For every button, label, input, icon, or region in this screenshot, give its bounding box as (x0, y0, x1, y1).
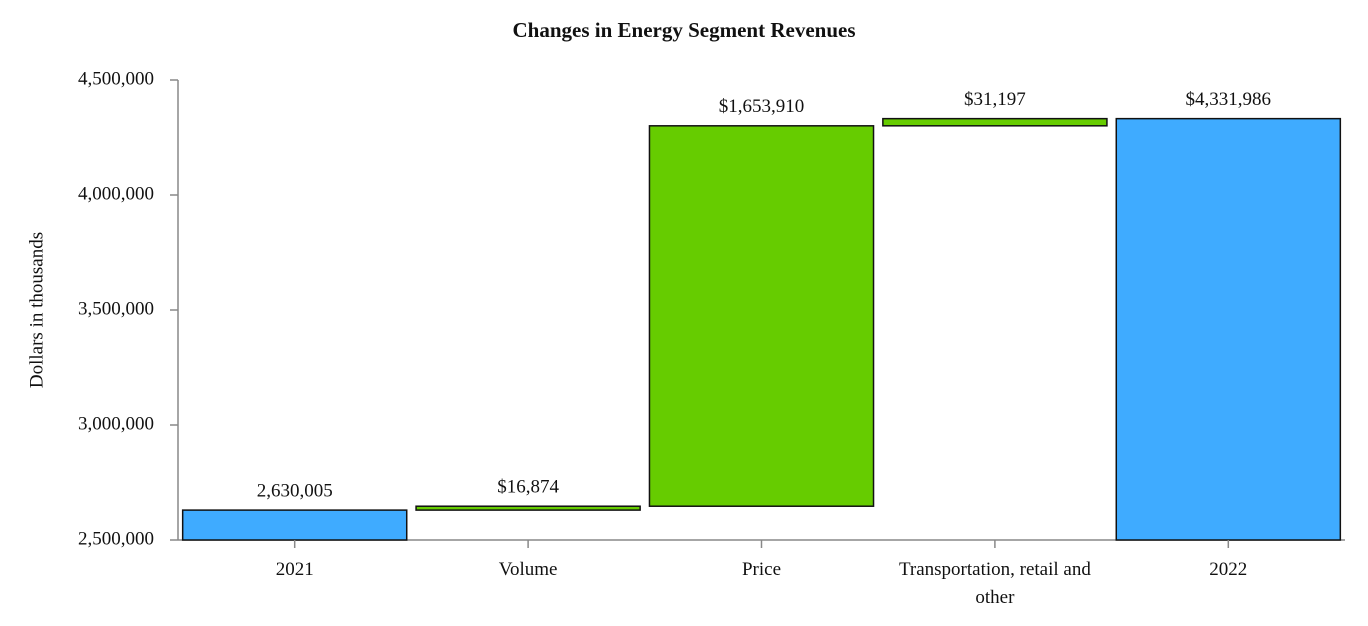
bar (181, 509, 408, 541)
x-tick-label: Volume (498, 559, 558, 580)
chart-title: Changes in Energy Segment Revenues (512, 18, 855, 42)
y-tick-label: 3,000,000 (78, 413, 154, 434)
y-tick-label: 2,500,000 (78, 528, 154, 549)
x-tick-label: Price (741, 559, 782, 580)
x-tick-label: 2022 (1209, 559, 1248, 580)
value-label: $16,874 (497, 477, 559, 498)
y-tick-label: 4,500,000 (78, 68, 154, 89)
value-label: $4,331,986 (1186, 89, 1272, 110)
x-tick-label: Transportation, retail and other (898, 559, 1091, 608)
bar (882, 117, 1108, 127)
y-tick-label: 3,500,000 (78, 298, 154, 319)
y-axis-title: Dollars in thousands (26, 232, 47, 388)
value-label: 2,630,005 (257, 480, 333, 501)
value-label: $1,653,910 (719, 96, 805, 117)
value-label: $31,197 (964, 89, 1026, 110)
bar (1115, 117, 1342, 541)
y-tick-label: 4,000,000 (78, 183, 154, 204)
bar (415, 505, 641, 511)
x-tick-label: 2021 (275, 559, 314, 580)
bar (648, 125, 875, 507)
